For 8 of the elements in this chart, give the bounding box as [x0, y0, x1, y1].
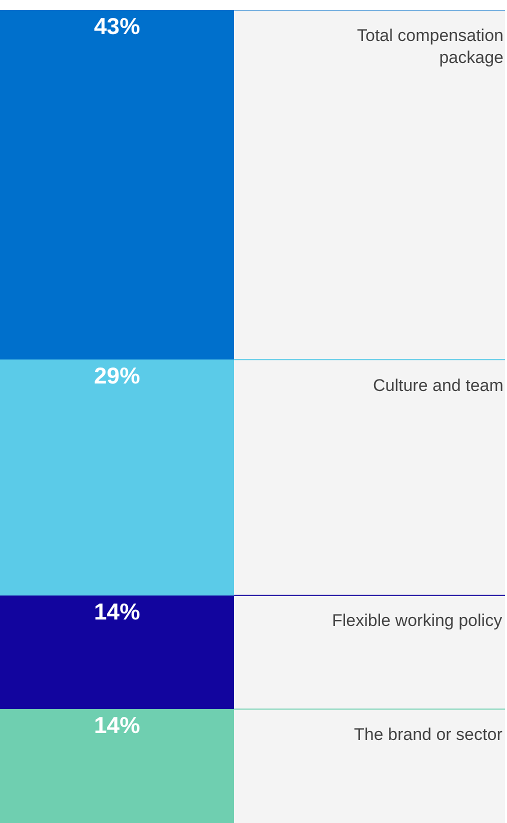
text: Total compensation package [357, 26, 504, 68]
data-label: 14% [94, 712, 140, 738]
data-label: 29% [94, 362, 140, 389]
text: Flexible working policy [332, 611, 503, 630]
data-label: 43% [94, 13, 140, 39]
text: Culture and team [373, 376, 504, 395]
data-label: 14% [94, 598, 140, 624]
text: The brand or sector [354, 725, 503, 744]
